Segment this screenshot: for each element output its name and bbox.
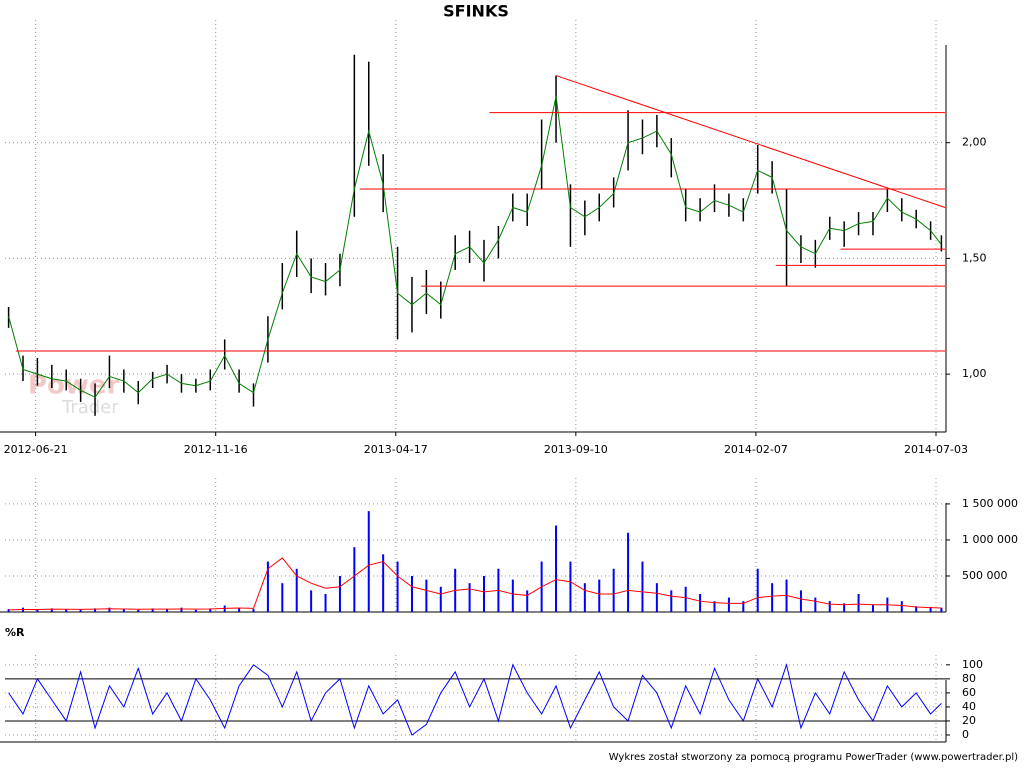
volume-bar [799,590,802,612]
volume-bar [771,583,774,612]
chart-title: SFINKS [443,2,509,21]
volume-bar [468,583,471,612]
indicator-line [8,662,942,736]
footer: Wykres został stworzony za pomocą progra… [609,752,1018,763]
volume-bar [396,561,399,612]
volume-bar [151,608,154,612]
volume-bar [65,609,68,612]
volume-bar [353,547,356,612]
volume-bar [483,575,486,612]
x-tick-label: 2012-06-21 [4,443,68,456]
volume-bar [727,597,730,612]
volume-bar [641,561,644,612]
y-tick-label: 1,00 [962,367,987,380]
volume-bar [310,590,313,612]
volume-bar [569,561,572,612]
volume-bar [598,579,601,612]
y-tick-label: 60 [962,686,976,699]
volume-bar [627,532,630,612]
y-tick-label: 1 000 000 [962,533,1018,546]
volume-bar [252,609,255,612]
volume-bar [79,609,82,612]
y-tick-label: 40 [962,700,976,713]
volume-bar [699,593,702,612]
volume-bar [871,604,874,612]
volume-bar [583,583,586,612]
volume-bar [50,608,53,612]
volume-bar [338,575,341,612]
y-tick-label: 1 500 000 [962,497,1018,510]
volume-bar [843,603,846,612]
volume-bar [180,607,183,612]
volume-bar [382,554,385,612]
volume-bar [209,608,212,612]
volume-bar [900,601,903,612]
y-tick-label: 100 [962,658,983,671]
volume-bar [122,609,125,612]
volume-bar [166,609,169,612]
volume-bar [612,568,615,612]
volume-bar [108,607,111,612]
volume-bar [655,583,658,612]
volume-bar [36,609,39,612]
volume-bar [238,607,241,612]
volume-bar [281,583,284,612]
volume-bar [940,607,943,612]
y-tick-label: 0 [962,728,969,741]
volume-bar [684,586,687,612]
x-tick-label: 2013-04-17 [364,443,428,456]
volume-bar [194,609,197,612]
panel-title: %R [5,626,25,639]
volume-bar [857,593,860,612]
y-tick-label: 20 [962,714,976,727]
volume-bar [814,597,817,612]
x-tick-label: 2012-11-16 [184,443,248,456]
volume-bar [425,579,428,612]
volume-bar [526,590,529,612]
volume-average [8,557,942,611]
volume-bar [324,593,327,612]
volume-bar [94,608,97,612]
volume-bar [7,609,10,612]
close-line [8,96,942,398]
volume-bar [137,609,140,612]
volume-bar [410,575,413,612]
volume-bar [929,606,932,612]
volume-bar [555,525,558,612]
y-tick-label: 80 [962,672,976,685]
x-tick-label: 2014-07-03 [904,443,968,456]
y-tick-label: 1,50 [962,251,987,264]
y-tick-label: 500 000 [962,569,1008,582]
volume-bar [915,606,918,612]
volume-bar [266,561,269,612]
volume-bar [511,579,514,612]
watermark: Trader [61,397,119,418]
volume-bar [756,568,759,612]
trend-line [555,75,946,208]
volume-bar [742,601,745,612]
volume-bar [828,601,831,612]
volume-bar [439,586,442,612]
volume-bar [670,590,673,612]
x-tick-label: 2014-02-07 [724,443,788,456]
volume-bar [367,511,370,612]
x-tick-label: 2013-09-10 [544,443,608,456]
y-tick-label: 2,00 [962,136,987,149]
volume-bar [713,601,716,612]
volume-bar [295,568,298,612]
